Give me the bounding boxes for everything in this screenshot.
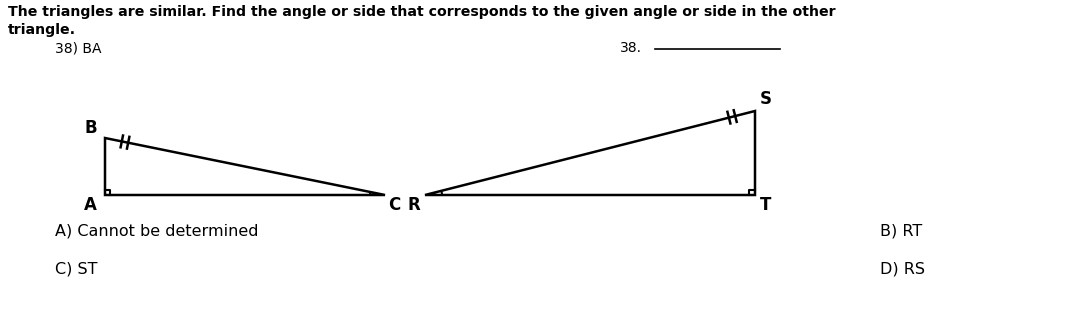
Text: D) RS: D) RS: [880, 261, 925, 276]
Text: 38.: 38.: [620, 41, 642, 55]
Text: The triangles are similar. Find the angle or side that corresponds to the given : The triangles are similar. Find the angl…: [8, 5, 836, 19]
Text: B) RT: B) RT: [880, 223, 922, 238]
Text: C: C: [388, 196, 400, 214]
Text: 38) BA: 38) BA: [54, 41, 101, 55]
Text: B: B: [84, 119, 97, 137]
Text: A: A: [84, 196, 97, 214]
Text: R: R: [408, 196, 420, 214]
Text: T: T: [760, 196, 772, 214]
Text: triangle.: triangle.: [8, 23, 76, 37]
Text: C) ST: C) ST: [54, 261, 97, 276]
Text: A) Cannot be determined: A) Cannot be determined: [54, 223, 258, 238]
Text: S: S: [760, 90, 772, 108]
